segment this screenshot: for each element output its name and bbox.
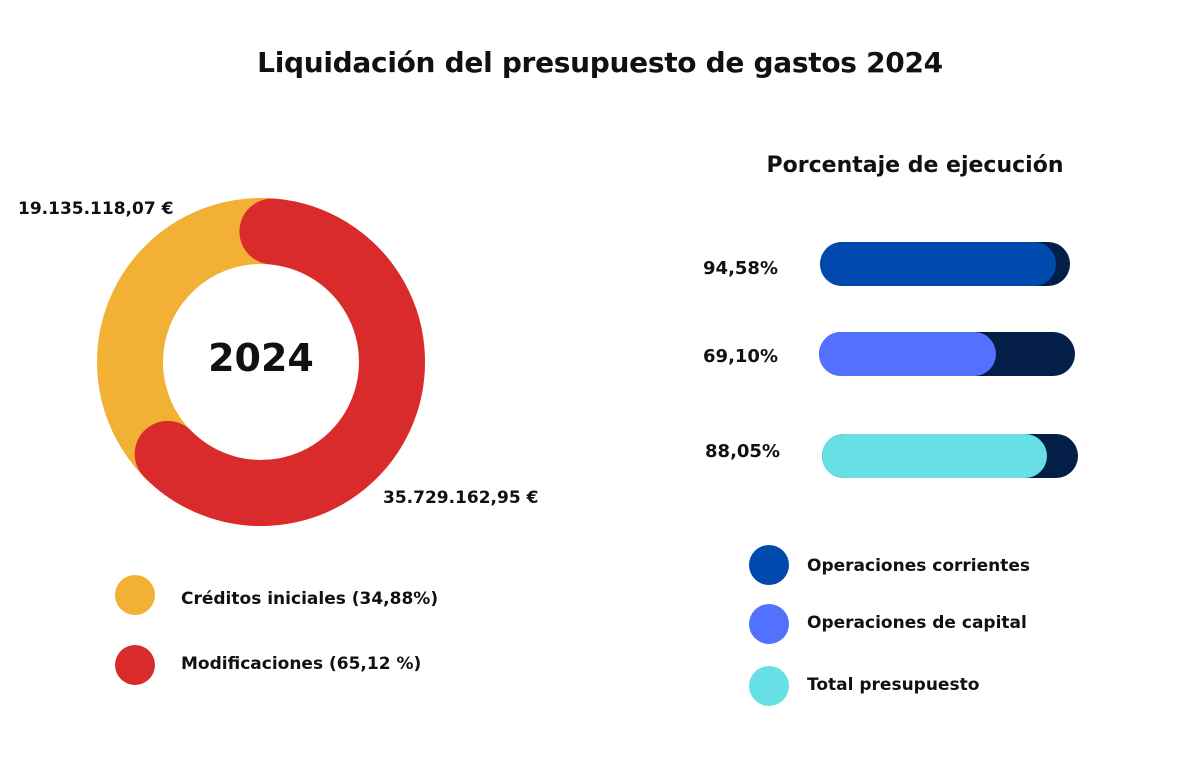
legend-swatch-operaciones-capital (749, 604, 789, 644)
bars-title: Porcentaje de ejecución (766, 153, 1064, 178)
bar-track-total-presupuesto (822, 434, 1078, 478)
bar-fill-total-presupuesto (822, 434, 1048, 478)
bar-value-label: 94,58% (703, 258, 778, 279)
bar-fill-operaciones-capital (819, 332, 996, 376)
legend-swatch-modificaciones (115, 645, 155, 685)
bar-track-operaciones-capital (819, 332, 1075, 376)
donut-slice-modificaciones (134, 198, 425, 526)
slice-label-modificaciones: 35.729.162,95 € (383, 488, 539, 508)
legend-swatch-total-presupuesto (749, 666, 789, 706)
legend-swatch-operaciones-corrientes (749, 545, 789, 585)
bar-fill-operaciones-corrientes (820, 242, 1057, 286)
legend-swatch-creditos (115, 575, 155, 615)
legend-label-modificaciones: Modificaciones (65,12 %) (181, 654, 422, 674)
donut-chart (97, 198, 425, 526)
bar-track-operaciones-corrientes (820, 242, 1070, 286)
legend-label-creditos: Créditos iniciales (34,88%) (181, 589, 439, 609)
legend-label-total-presupuesto: Total presupuesto (807, 675, 980, 695)
bar-value-label: 88,05% (705, 441, 780, 462)
donut-center-label: 2024 (208, 336, 314, 380)
slice-label-creditos: 19.135.118,07 € (18, 199, 174, 219)
legend-label-operaciones-capital: Operaciones de capital (807, 613, 1027, 633)
bar-value-label: 69,10% (703, 346, 778, 367)
page-title: Liquidación del presupuesto de gastos 20… (257, 46, 943, 79)
legend-label-operaciones-corrientes: Operaciones corrientes (807, 556, 1031, 576)
